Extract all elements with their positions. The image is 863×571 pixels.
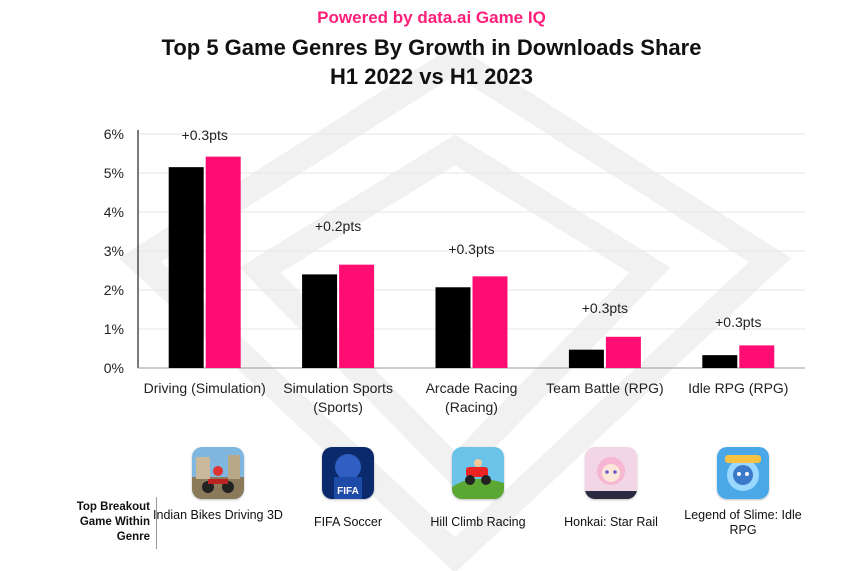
breakout-label: Top Breakout Game Within Genre (60, 500, 150, 545)
breakout-label-line-2: Game Within (79, 516, 150, 528)
growth-label: +0.2pts (315, 218, 361, 234)
breakout-label-line-3: Genre (116, 531, 150, 543)
bar-2022 (702, 355, 738, 368)
chart-title-line-1: Top 5 Game Genres By Growth in Downloads… (161, 35, 702, 60)
y-tick-label: 2% (104, 282, 124, 298)
chart-title-line-2: H1 2022 vs H1 2023 (329, 64, 534, 89)
bar-2022 (435, 287, 471, 368)
y-tick-label: 5% (104, 165, 124, 181)
growth-label: +0.3pts (582, 300, 628, 316)
bar-2023 (205, 156, 241, 368)
bar-2023 (339, 264, 375, 368)
y-tick-label: 4% (104, 204, 124, 220)
x-category-label: Idle RPG (RPG) (688, 380, 788, 396)
growth-label: +0.3pts (715, 314, 761, 330)
y-tick-label: 6% (104, 126, 124, 142)
y-tick-label: 0% (104, 360, 124, 376)
growth-label: +0.3pts (182, 127, 228, 143)
bar-2022 (568, 349, 604, 368)
y-tick-label: 1% (104, 321, 124, 337)
powered-by-label: Powered by data.ai Game IQ (317, 8, 546, 27)
growth-label: +0.3pts (448, 241, 494, 257)
bar-chart: 0% 1% 2% 3% 4% 5% 6% +0.3pts Driving (Simulation… (104, 126, 805, 415)
breakout-divider (156, 497, 157, 549)
chart-title: Top 5 Game Genres By Growth in Downloads… (0, 33, 863, 91)
bar-2022 (302, 274, 338, 368)
x-category-label: Arcade Racing (426, 380, 518, 396)
bar-2023 (739, 345, 775, 368)
x-category-label: Simulation Sports (283, 380, 393, 396)
breakout-label-line-1: Top Breakout (76, 501, 150, 513)
x-category-label: Team Battle (RPG) (546, 380, 663, 396)
x-category-label: Driving (Simulation) (144, 380, 266, 396)
x-category-label: (Sports) (313, 399, 363, 415)
y-tick-label: 3% (104, 243, 124, 259)
x-category-label: (Racing) (445, 399, 498, 415)
bar-2023 (605, 336, 641, 368)
bar-2023 (472, 276, 508, 368)
bar-2022 (168, 167, 204, 368)
